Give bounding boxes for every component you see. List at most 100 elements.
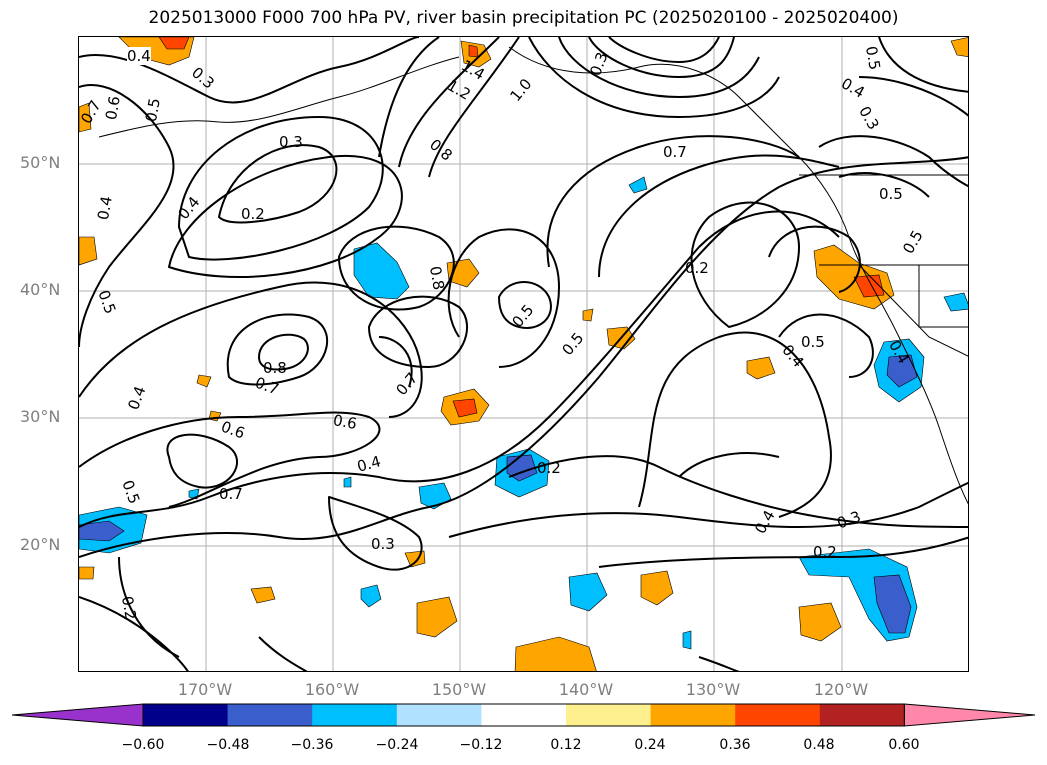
contour-label: 0.5 [141,96,164,124]
precip-patch-negative [873,574,912,634]
contour-label: 0.3 [371,535,395,553]
contour-label: 0.6 [218,417,248,443]
pv-contour-line [558,37,760,98]
pv-contour-line [778,313,874,378]
contour-label: 0.5 [801,333,825,351]
contour-label: 0.3 [855,103,883,133]
coastlines [98,46,968,505]
colorbar-tick-label: −0.24 [375,737,419,753]
precip-patch-positive [79,236,98,266]
lon-tick-label: 140°W [558,680,614,699]
colorbar-segment [481,704,567,726]
pv-contour-line [818,135,968,188]
precip-patch-positive [853,274,885,298]
contour-label: 0.2 [241,205,265,223]
map-title: 2025013000 F000 700 hPa PV, river basin … [148,8,899,28]
pv-contour-line [166,433,239,489]
contour-label: 0.8 [263,359,287,377]
precip-patches [79,37,968,671]
contour-label: 0.8 [425,264,448,292]
pv-contour-line [218,144,338,224]
lon-tick-label: 160°W [304,680,360,699]
contour-label: 1.2 [444,76,474,104]
contour-label: 0.7 [392,369,422,399]
pv-contour-line [608,37,720,63]
pv-contours [79,37,968,671]
gridlines [79,37,968,671]
colorbar [11,703,1036,727]
colorbar-tick-label: 0.48 [803,737,835,753]
colorbar-segment [143,704,229,726]
precip-patch-positive [798,602,842,642]
pv-contour-line [878,37,968,93]
contour-label: 0.5 [879,185,903,203]
pv-contour-line [598,536,968,568]
colorbar-segment [312,704,398,726]
precip-patch-positive [746,356,776,380]
precip-patch-positive [79,566,95,580]
colorbar-tick-label: 0.24 [634,737,666,753]
colorbar-tick-label: 0.36 [719,737,751,753]
precip-patch-positive [640,570,674,606]
precip-patch-positive [196,374,212,388]
precip-patch-negative [343,476,352,488]
pv-contour-line [258,333,309,371]
contour-label: 0.4 [355,452,383,476]
colorbar-tick-label: 0.60 [888,737,920,753]
contour-label: 0.8 [426,135,456,165]
precip-patch-negative [360,584,382,608]
colorbar-tick-label: −0.60 [121,737,165,753]
pv-contour-line [118,556,180,658]
pv-contour-line [498,281,552,329]
colorbar-segment [566,704,652,726]
pv-contour-line [588,37,735,78]
contour-labels: 0.4 0.3 1.4 1.2 1.0 0.3 0.5 0.4 0.3 0.7 … [79,37,968,671]
colorbar-segment [227,704,313,726]
colorbar-tick-label: 0.12 [550,737,582,753]
map-frame: 0.4 0.3 1.4 1.2 1.0 0.3 0.5 0.4 0.3 0.7 … [78,36,969,672]
pv-contour-line [448,481,968,538]
contour-label: 0.6 [331,411,359,433]
contour-label: 0.5 [508,301,538,331]
pv-contour-line [79,411,381,508]
colorbar-tick-label: −0.12 [459,737,503,753]
lon-tick-label: 150°W [431,680,487,699]
contour-label: 0.5 [118,477,144,507]
precip-patch-positive [582,308,594,322]
colorbar-segments [11,703,1036,727]
contour-label: 0.4 [838,74,868,102]
contour-label: 0.3 [834,507,864,533]
pv-contour-line [226,313,328,386]
colorbar-extend-max [903,703,1036,727]
pv-contour-line [328,496,423,571]
precip-patch-positive [250,586,276,604]
pv-contour-line [79,210,840,528]
contour-label: 0.5 [861,44,884,72]
contour-label: 0.4 [751,507,779,537]
contour-label: 0.3 [279,133,303,151]
precip-patch-negative [628,176,648,194]
contour-label: 1.0 [506,75,536,105]
contour-label: 0.4 [93,194,116,222]
contour-label: 0.4 [124,383,150,413]
precip-patch-positive [514,636,597,671]
precip-patch-positive [950,37,968,57]
precip-patch-negative [682,630,692,650]
pv-contour-line [258,636,308,671]
state-borders [799,174,968,357]
pv-contour-line [378,336,413,388]
pv-contour-line [79,84,175,348]
pv-contour-line [508,455,968,528]
precip-patch-negative [886,354,918,388]
precip-patch-positive [416,596,458,638]
contour-label: 0.4 [885,337,913,367]
pv-contour-line [698,656,740,671]
pv-contour-line [378,37,440,158]
colorbar-segment [735,704,821,726]
pv-contour-line [79,596,189,671]
contour-label: 0.7 [252,373,282,399]
contour-label: 0.3 [586,49,612,79]
contour-label: 0.6 [101,94,124,122]
pv-contour-line [690,201,800,328]
contour-label: 0.5 [899,227,927,257]
